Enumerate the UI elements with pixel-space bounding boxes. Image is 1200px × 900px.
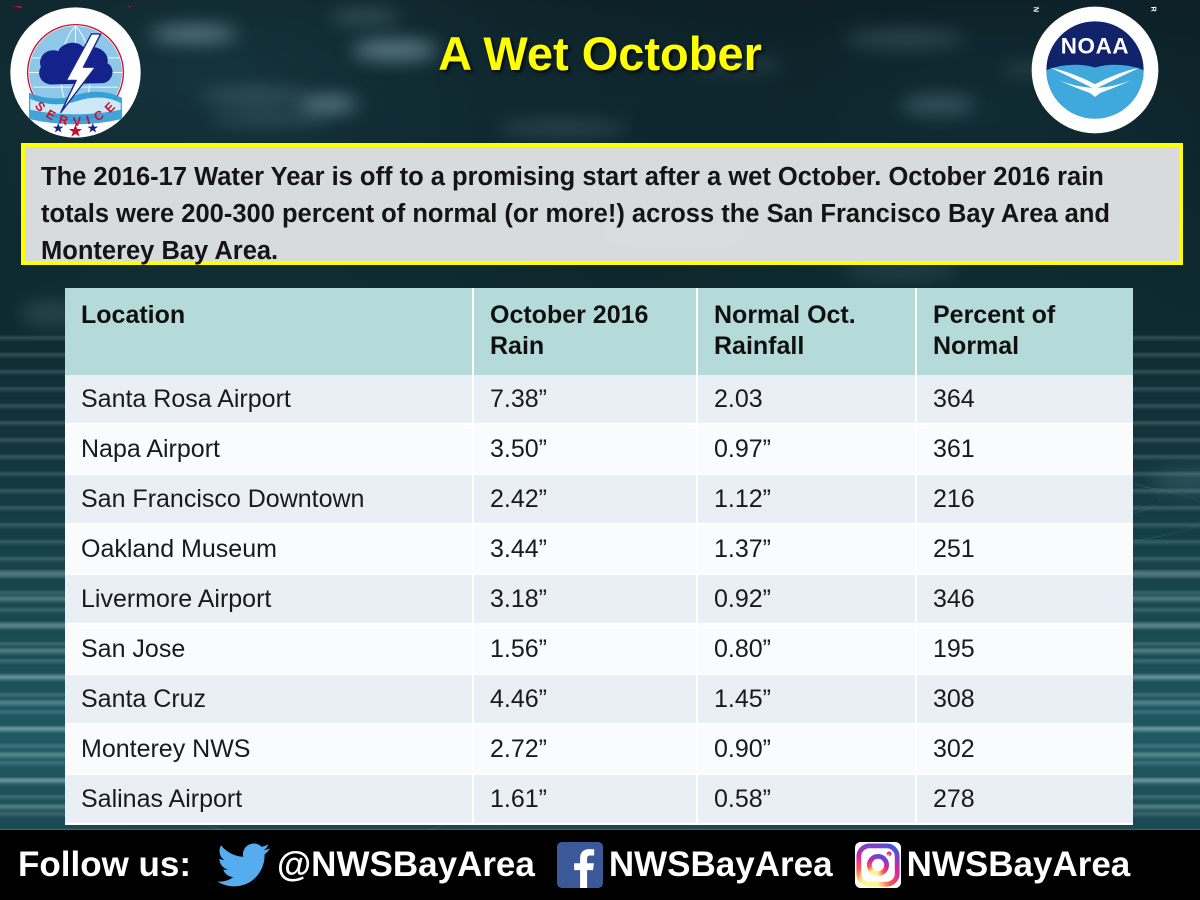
cell-location: San Francisco Downtown bbox=[65, 474, 474, 525]
column-header-location: Location bbox=[65, 288, 474, 375]
cell-normal-oct-rainfall: 0.92” bbox=[697, 574, 917, 625]
cell-percent-of-normal: 346 bbox=[916, 574, 1133, 625]
cell-normal-oct-rainfall: 2.03 bbox=[697, 375, 917, 425]
cell-percent-of-normal: 364 bbox=[916, 375, 1133, 425]
column-header-normal-oct-rainfall: Normal Oct. Rainfall bbox=[697, 288, 917, 375]
cell-oct-2016-rain: 7.38” bbox=[473, 375, 698, 425]
facebook-icon[interactable] bbox=[556, 842, 603, 888]
cell-location: Oakland Museum bbox=[65, 524, 474, 575]
cell-percent-of-normal: 251 bbox=[916, 524, 1133, 575]
cell-percent-of-normal: 361 bbox=[916, 424, 1133, 475]
cell-oct-2016-rain: 4.46” bbox=[473, 674, 698, 725]
cell-oct-2016-rain: 2.72” bbox=[473, 724, 698, 775]
social-link-instagram[interactable]: NWSBayArea bbox=[854, 842, 1131, 888]
table-row: San Francisco Downtown 2.42” 1.12” 216 bbox=[65, 474, 1133, 525]
cell-normal-oct-rainfall: 0.80” bbox=[697, 624, 917, 675]
cell-normal-oct-rainfall: 0.97” bbox=[697, 424, 917, 475]
table-row: Santa Cruz 4.46” 1.45” 308 bbox=[65, 674, 1133, 725]
cell-location: Napa Airport bbox=[65, 424, 474, 475]
table-row: Salinas Airport 1.61” 0.58” 278 bbox=[65, 774, 1133, 825]
cell-oct-2016-rain: 3.44” bbox=[473, 524, 698, 575]
column-header-percent-of-normal: Percent of Normal bbox=[916, 288, 1133, 375]
cell-location: Santa Cruz bbox=[65, 674, 474, 725]
national-weather-service-logo: NATIONAL WEATHER S E R V I C E bbox=[10, 6, 141, 138]
page-title: A Wet October bbox=[438, 27, 762, 80]
social-link-twitter[interactable]: @NWSBayArea bbox=[217, 842, 535, 888]
water-highlight bbox=[330, 10, 400, 24]
social-footer-bar: Follow us: @NWSBayArea NWSBayArea bbox=[0, 830, 1200, 900]
cell-location: Salinas Airport bbox=[65, 774, 474, 825]
table-row: Santa Rosa Airport 7.38” 2.03 364 bbox=[65, 375, 1133, 425]
rainfall-table: Location October 2016 Rain Normal Oct. Rai… bbox=[65, 288, 1133, 825]
cell-percent-of-normal: 278 bbox=[916, 774, 1133, 825]
cell-percent-of-normal: 302 bbox=[916, 724, 1133, 775]
table-row: San Jose 1.56” 0.80” 195 bbox=[65, 624, 1133, 675]
cell-percent-of-normal: 308 bbox=[916, 674, 1133, 725]
cell-normal-oct-rainfall: 1.45” bbox=[697, 674, 917, 725]
summary-callout-box: The 2016-17 Water Year is off to a promi… bbox=[21, 143, 1183, 265]
cell-normal-oct-rainfall: 1.12” bbox=[697, 474, 917, 525]
noaa-logo: NOAA NATIONAL OCEANIC AND ATMOSPHERIC AD… bbox=[1031, 6, 1159, 134]
water-highlight bbox=[300, 96, 358, 112]
table-header-row: Location October 2016 Rain Normal Oct. Rai… bbox=[65, 288, 1133, 375]
table-body: Santa Rosa Airport 7.38” 2.03 364 Napa A… bbox=[65, 375, 1133, 825]
rainfall-table-container: Location October 2016 Rain Normal Oct. Rai… bbox=[65, 288, 1133, 825]
water-highlight bbox=[200, 88, 310, 103]
cell-oct-2016-rain: 1.56” bbox=[473, 624, 698, 675]
twitter-icon[interactable] bbox=[217, 842, 271, 888]
water-highlight bbox=[1150, 470, 1200, 492]
cell-normal-oct-rainfall: 0.58” bbox=[697, 774, 917, 825]
column-header-october-2016-rain: October 2016 Rain bbox=[473, 288, 698, 375]
water-highlight bbox=[498, 120, 628, 136]
table-row: Napa Airport 3.50” 0.97” 361 bbox=[65, 424, 1133, 475]
cell-oct-2016-rain: 1.61” bbox=[473, 774, 698, 825]
table-header: Location October 2016 Rain Normal Oct. Rai… bbox=[65, 288, 1133, 375]
water-highlight bbox=[210, 112, 330, 125]
table-row: Livermore Airport 3.18” 0.92” 346 bbox=[65, 574, 1133, 625]
cell-normal-oct-rainfall: 1.37” bbox=[697, 524, 917, 575]
table-row: Monterey NWS 2.72” 0.90” 302 bbox=[65, 724, 1133, 775]
cell-percent-of-normal: 216 bbox=[916, 474, 1133, 525]
facebook-handle[interactable]: NWSBayArea bbox=[608, 845, 833, 884]
instagram-icon[interactable] bbox=[854, 842, 901, 888]
cell-percent-of-normal: 195 bbox=[916, 624, 1133, 675]
cell-normal-oct-rainfall: 0.90” bbox=[697, 724, 917, 775]
cell-location: San Jose bbox=[65, 624, 474, 675]
summary-text: The 2016-17 Water Year is off to a promi… bbox=[41, 163, 1111, 266]
cell-location: Santa Rosa Airport bbox=[65, 375, 474, 425]
cell-location: Livermore Airport bbox=[65, 574, 474, 625]
water-highlight bbox=[900, 96, 976, 114]
twitter-handle[interactable]: @NWSBayArea bbox=[277, 845, 535, 884]
svg-text:NOAA: NOAA bbox=[1061, 33, 1130, 58]
cell-oct-2016-rain: 3.50” bbox=[473, 424, 698, 475]
cell-location: Monterey NWS bbox=[65, 724, 474, 775]
social-link-facebook[interactable]: NWSBayArea bbox=[556, 842, 833, 888]
instagram-handle[interactable]: NWSBayArea bbox=[906, 845, 1131, 884]
cell-oct-2016-rain: 2.42” bbox=[473, 474, 698, 525]
cell-oct-2016-rain: 3.18” bbox=[473, 574, 698, 625]
follow-us-label: Follow us: bbox=[18, 845, 192, 884]
table-row: Oakland Museum 3.44” 1.37” 251 bbox=[65, 524, 1133, 575]
